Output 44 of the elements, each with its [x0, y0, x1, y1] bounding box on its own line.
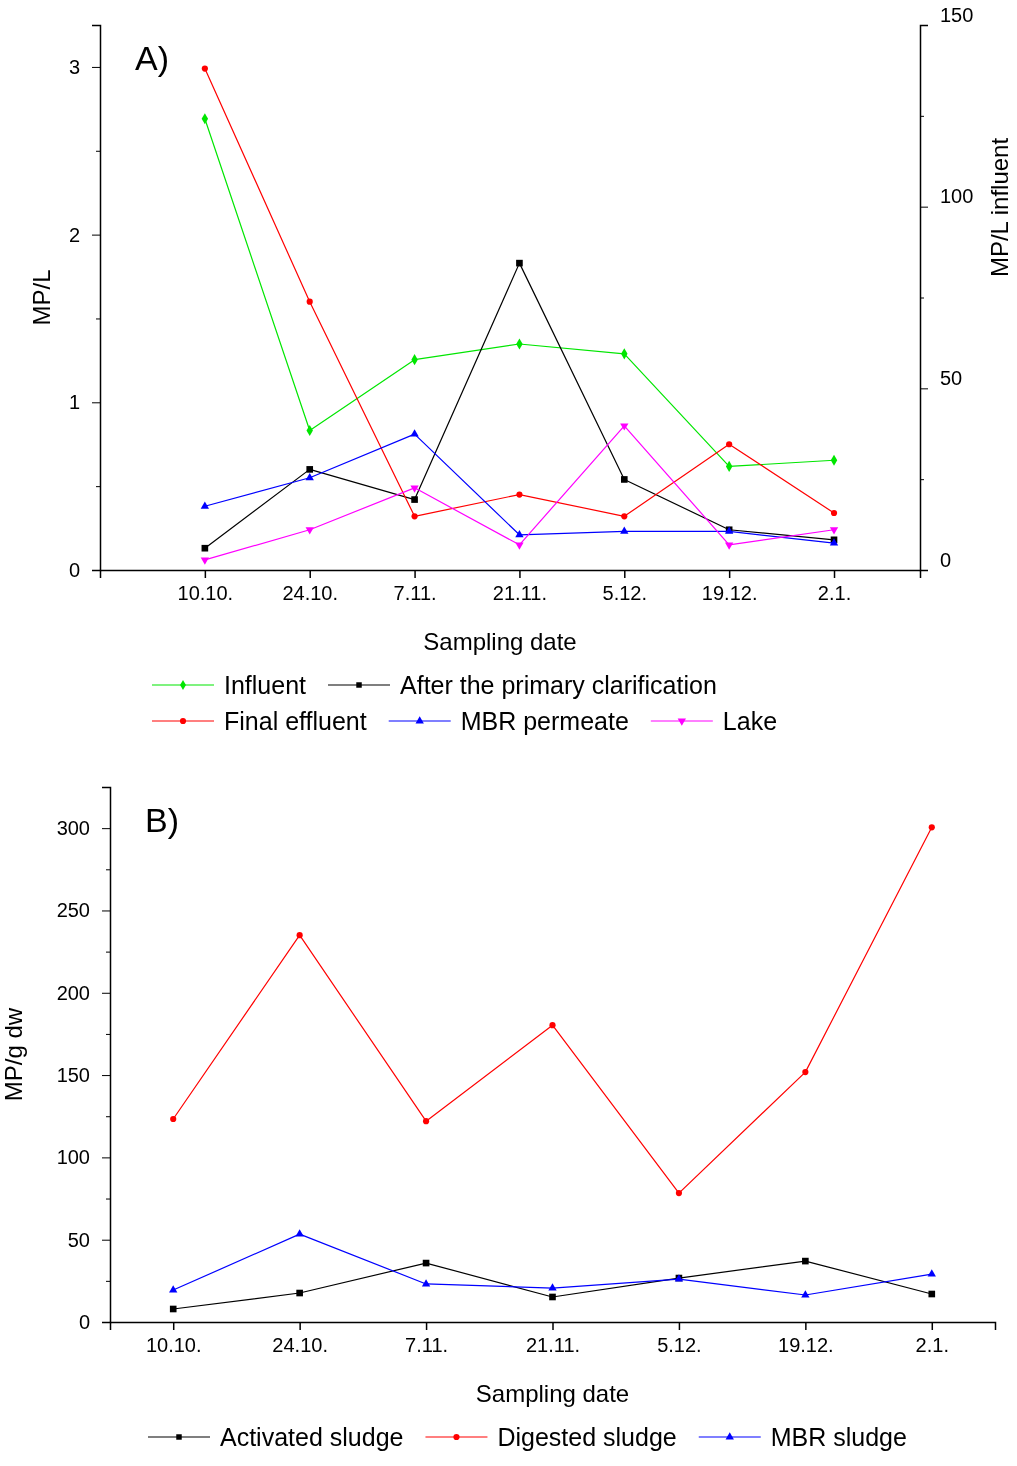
y-tick-label: 250: [56, 899, 90, 922]
x-tick-label: 5.12.: [602, 582, 648, 605]
y-axis-title: MP/L: [28, 269, 55, 326]
y2-tick-label: 100: [940, 185, 974, 208]
y-tick-label: 2: [68, 223, 80, 246]
legend-label: Influent: [224, 670, 307, 699]
legend-label: MBR permeate: [460, 706, 629, 735]
y-tick-label: 50: [67, 1228, 90, 1251]
x-tick-label: 24.10.: [282, 582, 339, 605]
x-axis-title: Sampling date: [423, 628, 577, 655]
annotation: A): [135, 39, 169, 77]
legend-label: Activated sludge: [220, 1422, 404, 1451]
x-tick-label: 5.12.: [657, 1334, 702, 1357]
x-tick-label: 7.11.: [393, 582, 437, 605]
x-tick-label: 10.10.: [177, 582, 234, 605]
y-axis-title: MP/g dw: [0, 1007, 27, 1102]
x-tick-label: 7.11.: [405, 1334, 449, 1357]
legend-label: Final effluent: [224, 706, 367, 735]
x-tick-label: 24.10.: [272, 1334, 328, 1357]
legend-label: Lake: [722, 706, 778, 735]
x-tick-label: 21.11.: [492, 582, 547, 605]
x-tick-label: 10.10.: [145, 1334, 202, 1357]
y2-tick-label: 50: [940, 366, 963, 389]
y-tick-label: 150: [56, 1063, 90, 1086]
y-tick-label: 0: [78, 1310, 90, 1333]
legend-label: MBR sludge: [770, 1422, 907, 1451]
y-tick-label: 0: [68, 558, 80, 581]
x-tick-label: 19.12.: [701, 582, 758, 605]
x-tick-label: 2.1.: [817, 582, 852, 605]
y-tick-label: 100: [56, 1146, 90, 1169]
y2-axis-title: MP/L influent: [986, 137, 1013, 278]
x-axis-title: Sampling date: [475, 1380, 630, 1407]
legend-label: After the primary clarification: [400, 670, 717, 699]
y-tick-label: 1: [68, 391, 80, 414]
x-tick-label: 21.11.: [525, 1334, 581, 1357]
annotation: B): [145, 801, 179, 839]
y-tick-label: 3: [68, 55, 80, 78]
x-tick-label: 19.12.: [778, 1334, 834, 1357]
legend-label: Digested sludge: [497, 1422, 677, 1451]
y2-tick-label: 150: [940, 3, 974, 26]
x-tick-label: 2.1.: [915, 1334, 949, 1357]
y-tick-label: 200: [56, 981, 90, 1004]
y-tick-label: 300: [56, 817, 90, 840]
y2-tick-label: 0: [940, 548, 952, 571]
